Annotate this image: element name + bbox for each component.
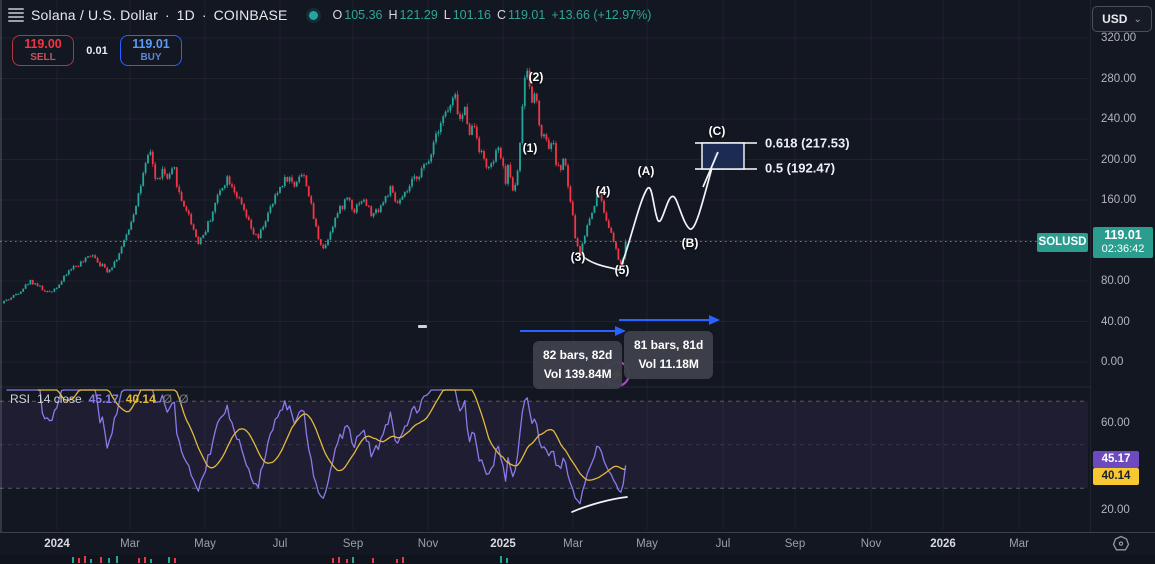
time-axis-label: Mar: [120, 538, 140, 550]
time-axis-label: May: [194, 538, 216, 550]
ohlc-values: O 105.36 H 121.29 L 101.16 C 119.01 +13.66 (…: [333, 8, 652, 22]
price-axis-label: 40.00: [1101, 315, 1130, 328]
symbol-price-label: SOLUSD: [1037, 233, 1088, 252]
price-axis-label: 320.00: [1101, 32, 1137, 44]
open-label: O: [332, 8, 343, 22]
price-axis-label: 0.00: [1101, 356, 1124, 368]
time-axis-label: Mar: [563, 538, 583, 550]
price-axis-label: 80.00: [1101, 275, 1130, 287]
time-axis-label: 2024: [44, 538, 70, 550]
time-axis-label: 2025: [490, 538, 516, 550]
low-value: 101.16: [452, 8, 491, 22]
rsi-ma-axis-badge: 40.14: [1093, 468, 1139, 485]
price-axis[interactable]: 119.01 02:36:42 45.17 40.14 320.00 280.00…: [1090, 0, 1155, 532]
mini-bar: [500, 556, 502, 563]
sell-button[interactable]: 119.00 SELL: [12, 35, 74, 66]
mini-bar: [150, 559, 152, 563]
time-axis-label: 2026: [930, 538, 956, 550]
price-axis-label: 240.00: [1101, 113, 1137, 125]
menu-icon[interactable]: [8, 6, 24, 24]
time-axis-settings-icon[interactable]: [1112, 535, 1130, 553]
spread-value: 0.01: [86, 44, 108, 57]
mini-bar: [396, 559, 398, 563]
svg-text:⚡: ⚡: [610, 368, 625, 382]
chevron-down-icon: ⌄: [1133, 13, 1142, 25]
mini-bar: [346, 559, 348, 563]
open-value: 105.36: [344, 8, 383, 22]
mini-bar: [174, 558, 176, 563]
collapsed-pane-strip: [0, 555, 1155, 564]
currency-selector[interactable]: USD ⌄: [1092, 6, 1152, 32]
high-label: H: [388, 8, 398, 22]
rsi-axis-label: 60.00: [1101, 417, 1130, 429]
mini-bar: [352, 557, 354, 563]
candlestick-series: [3, 67, 627, 304]
high-value: 121.29: [399, 8, 438, 22]
last-price-value: 119.01: [1104, 228, 1142, 242]
time-axis-label: Jul: [272, 538, 288, 550]
separator: ·: [164, 7, 170, 23]
mini-bar: [78, 558, 80, 563]
time-axis-label: May: [636, 538, 658, 550]
mini-bar: [100, 557, 102, 563]
sell-price: 119.00: [24, 37, 62, 52]
mini-bar: [332, 558, 334, 563]
close-label: C: [496, 8, 506, 22]
buy-price: 119.01: [132, 37, 170, 52]
rsi-ma-value: 40.14: [125, 392, 156, 406]
market-status-dot[interactable]: [308, 10, 318, 20]
sell-label: SELL: [30, 51, 56, 63]
order-panel: 119.00 SELL 0.01 119.01 BUY: [12, 35, 182, 66]
time-axis[interactable]: 2024 Mar May Jul Sep Nov 2025 Mar May Jul Sep Nov 20…: [0, 532, 1155, 556]
buy-button[interactable]: 119.01 BUY: [120, 35, 182, 66]
rsi-hide-icon[interactable]: Ø: [162, 392, 173, 406]
rsi-legend: RSI 14 close 45.17 40.14 Ø Ø: [10, 392, 188, 406]
mini-bar: [144, 557, 146, 563]
price-axis-label: 280.00: [1101, 72, 1137, 85]
rsi-title[interactable]: RSI: [10, 392, 31, 406]
mini-bar: [506, 558, 508, 563]
buy-label: BUY: [140, 51, 162, 63]
mini-bar: [138, 558, 140, 563]
change-value: +13.66 (+12.97%): [551, 8, 652, 22]
low-label: L: [443, 8, 451, 22]
time-axis-label: Mar: [1009, 538, 1029, 550]
rsi-axis-label: 20.00: [1101, 504, 1130, 516]
mini-bar: [84, 556, 86, 563]
mini-bar: [338, 557, 340, 563]
price-axis-label: 160.00: [1101, 194, 1137, 206]
pane-left-edge: [0, 0, 2, 564]
price-axis-label: 200.00: [1101, 153, 1137, 166]
mini-bar: [402, 557, 404, 563]
last-price-badge: 119.01 02:36:42: [1093, 227, 1153, 258]
rsi-axis-badge: 45.17: [1093, 451, 1139, 468]
rsi-menu-icon[interactable]: Ø: [179, 392, 189, 406]
chart-canvas[interactable]: ⚡✦: [0, 0, 1090, 532]
separator: ·: [201, 7, 207, 23]
time-axis-label: Nov: [860, 538, 882, 550]
mini-bar: [372, 558, 374, 563]
mini-bar: [90, 559, 92, 563]
bar-countdown: 02:36:42: [1101, 243, 1145, 255]
time-axis-label: Sep: [342, 538, 364, 550]
symbol-title[interactable]: Solana / U.S. Dollar: [31, 7, 158, 23]
exchange-label[interactable]: COINBASE: [213, 7, 288, 23]
currency-value: USD: [1102, 12, 1128, 26]
time-axis-label: Sep: [784, 538, 806, 550]
mini-bar: [72, 557, 74, 563]
rsi-params: 14 close: [37, 392, 82, 406]
close-value: 119.01: [508, 8, 546, 22]
symbol-header: Solana / U.S. Dollar · 1D · COINBASE O 10…: [8, 4, 651, 26]
mini-bar: [168, 557, 170, 563]
svg-text:✦: ✦: [599, 378, 607, 389]
mini-bar: [116, 556, 118, 563]
rsi-value: 45.17: [88, 392, 119, 406]
interval-label[interactable]: 1D: [176, 7, 195, 23]
time-axis-label: Nov: [417, 538, 439, 550]
mini-bar: [108, 558, 110, 563]
time-axis-label: Jul: [715, 538, 731, 550]
